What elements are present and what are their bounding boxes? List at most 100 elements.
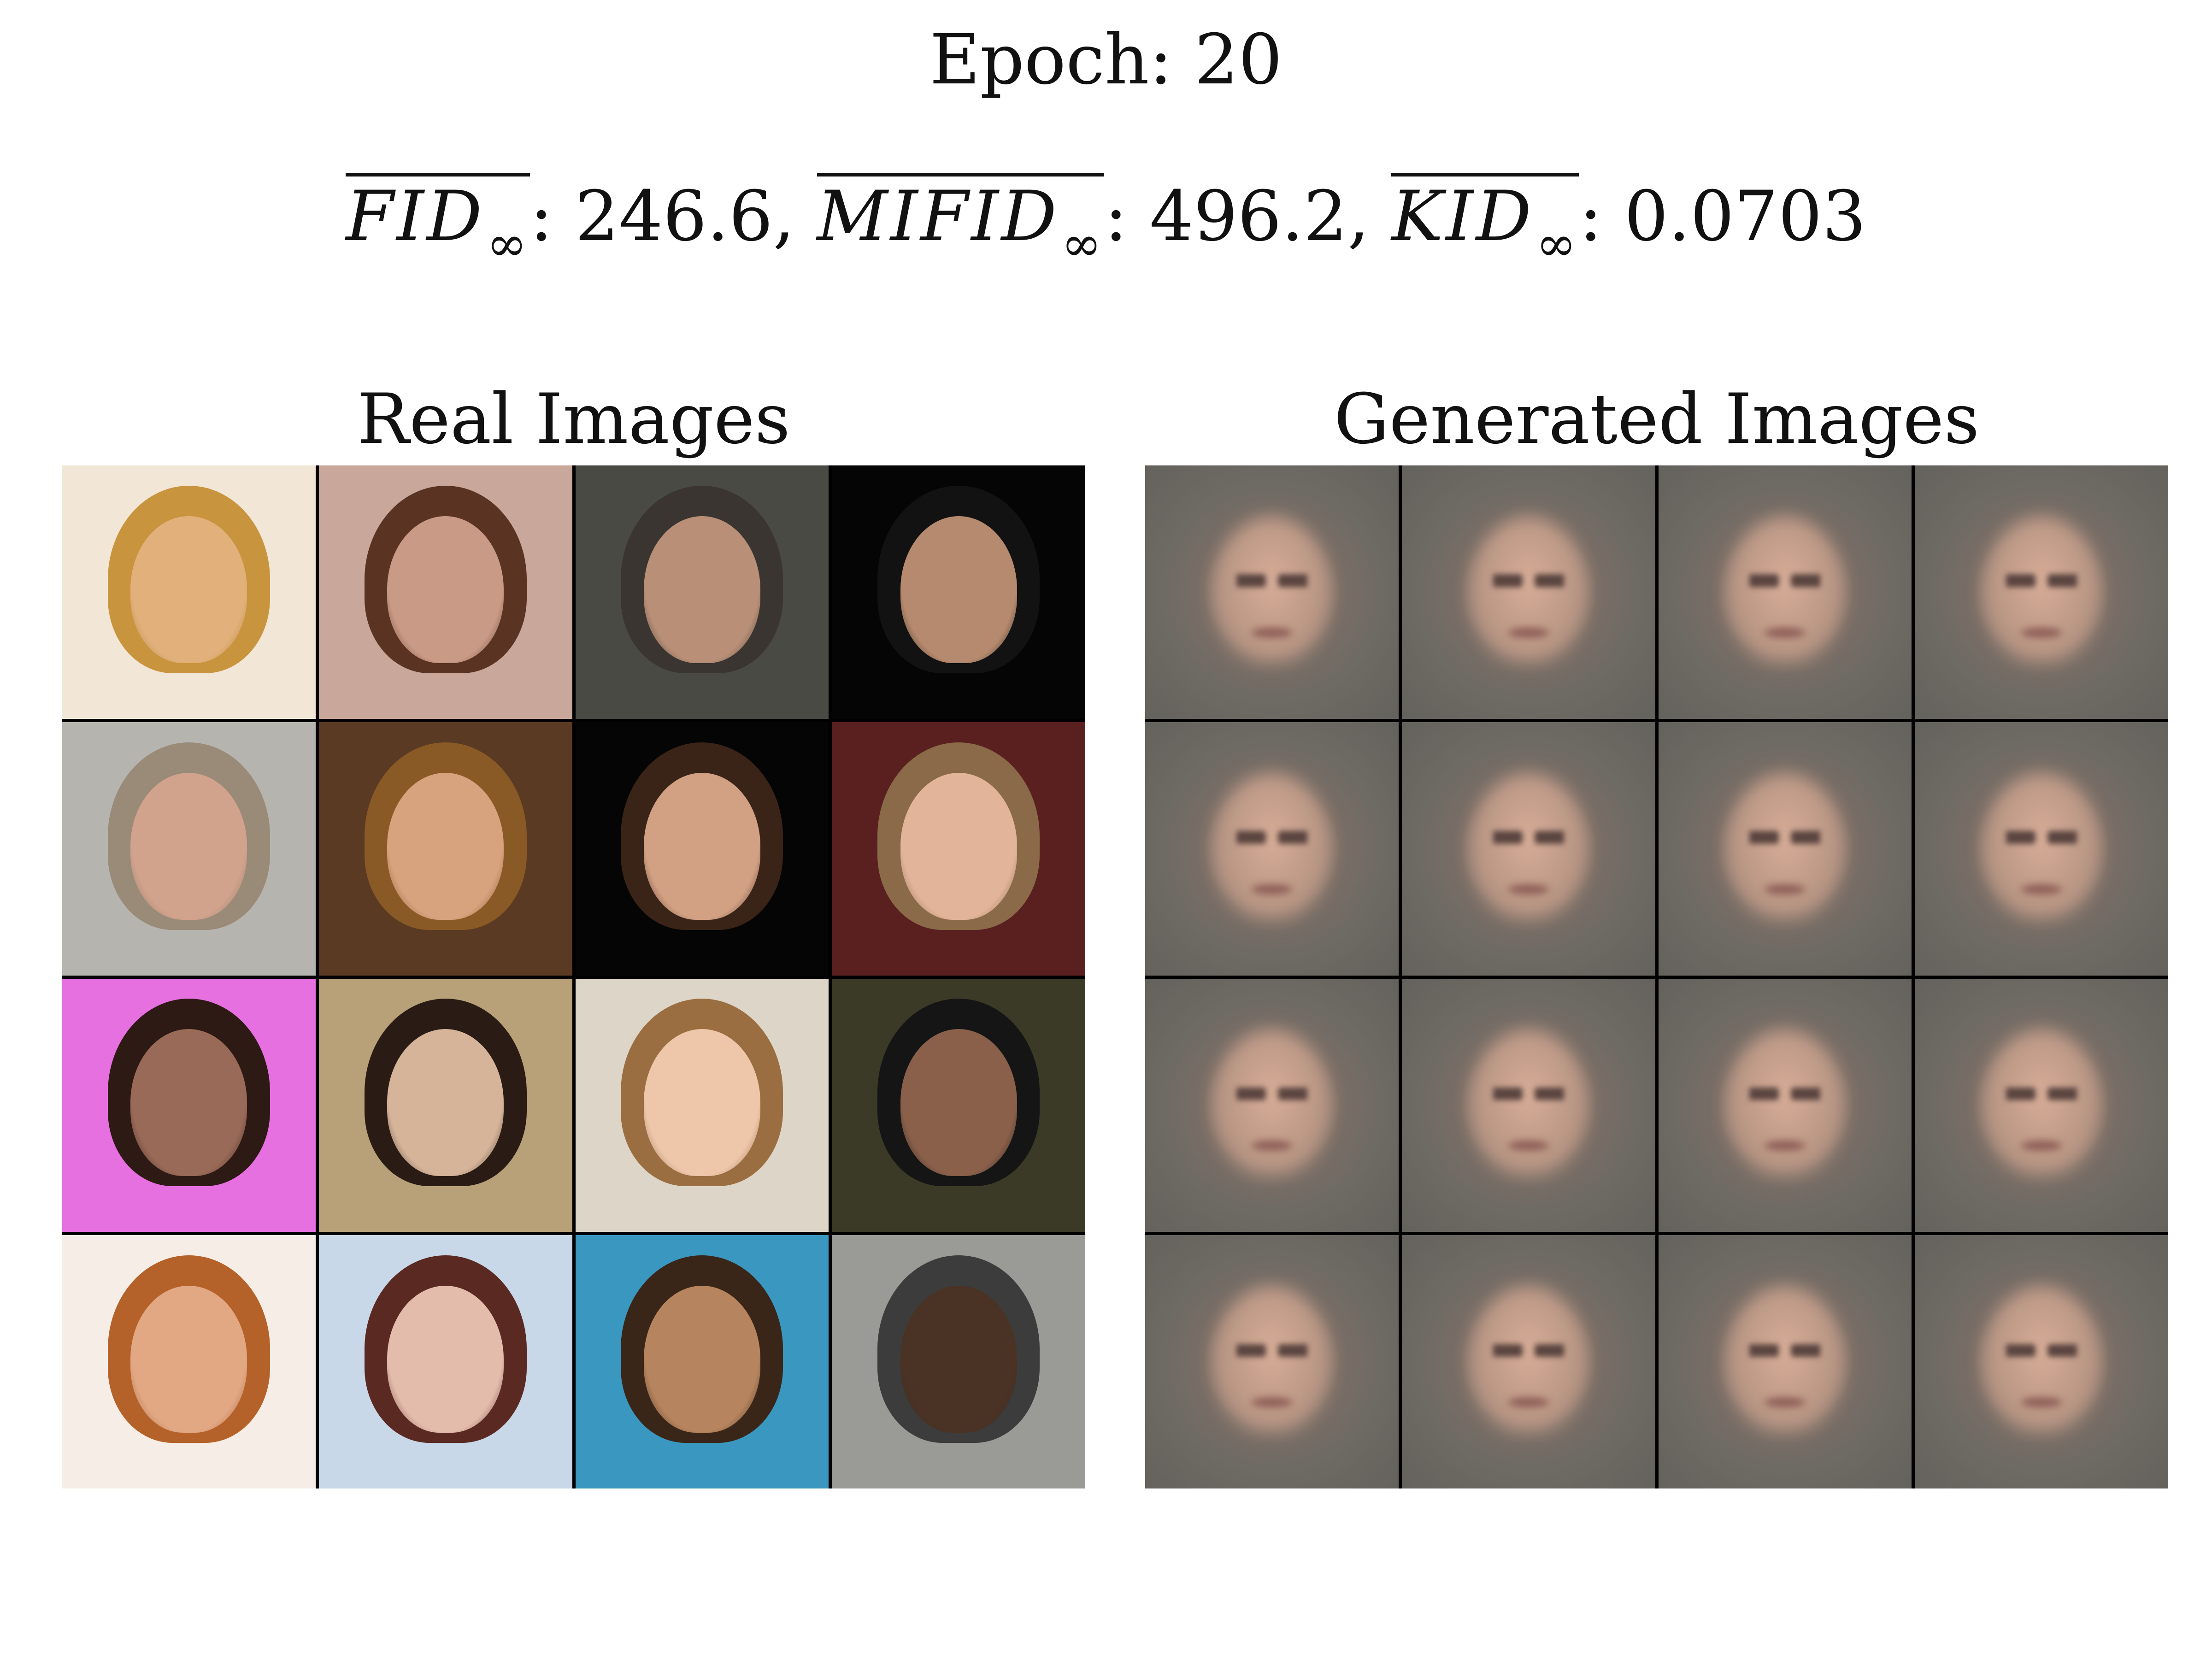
metric-kid-subscript: ∞ xyxy=(1536,216,1579,272)
blurry-face-shape xyxy=(1983,772,2100,920)
generated-image-tile xyxy=(1915,978,2168,1232)
metric-kid: KID∞: 0.0703 xyxy=(1391,173,1866,272)
mouth-shape xyxy=(1508,627,1549,638)
face-shape xyxy=(900,772,1017,920)
real-image-tile xyxy=(62,465,316,719)
mouth-shape xyxy=(2021,627,2062,638)
face-shape xyxy=(130,516,247,663)
metric-mifid-value: 496.2 xyxy=(1149,176,1348,257)
generated-image-tile xyxy=(1658,722,1912,976)
generated-image-tile xyxy=(1915,465,2168,719)
mouth-shape xyxy=(1251,1397,1292,1408)
eyes-shape xyxy=(2006,1344,2077,1357)
real-image-tile xyxy=(62,978,316,1232)
blurry-face-shape xyxy=(1726,772,1843,920)
generated-image-tile xyxy=(1658,978,1912,1232)
mouth-shape xyxy=(2021,1141,2062,1151)
real-image-tile xyxy=(575,465,829,719)
generated-image-tile xyxy=(1145,722,1399,976)
face-shape xyxy=(130,772,247,920)
real-image-tile xyxy=(575,978,829,1232)
face-shape xyxy=(130,1286,247,1433)
face-shape xyxy=(900,1029,1017,1177)
metric-fid-value: 246.6 xyxy=(575,176,773,257)
real-image-tile xyxy=(832,1235,1085,1488)
mouth-shape xyxy=(1508,884,1549,894)
eyes-shape xyxy=(2006,574,2077,587)
generated-image-tile xyxy=(1401,722,1655,976)
metrics-line: FID∞: 246.6, MIFID∞: 496.2, KID∞: 0.0703 xyxy=(0,171,2212,272)
generated-image-tile xyxy=(1145,1235,1399,1488)
eyes-shape xyxy=(1749,831,1821,844)
real-images-title: Real Images xyxy=(357,379,790,459)
face-shape xyxy=(643,772,760,920)
real-image-tile xyxy=(575,1235,829,1488)
eyes-shape xyxy=(1749,574,1821,587)
blurry-face-shape xyxy=(1983,1286,2100,1433)
face-shape xyxy=(643,516,760,663)
real-images-grid xyxy=(62,465,1085,1488)
eyes-shape xyxy=(1236,1344,1307,1357)
generated-images-title: Generated Images xyxy=(1334,379,1980,459)
mouth-shape xyxy=(2021,1397,2062,1408)
real-image-tile xyxy=(832,978,1085,1232)
mouth-shape xyxy=(1765,627,1806,638)
real-image-tile xyxy=(62,722,316,976)
epoch-title: Epoch: 20 xyxy=(930,20,1282,100)
face-shape xyxy=(900,1286,1017,1433)
eyes-shape xyxy=(1236,574,1307,587)
generated-image-tile xyxy=(1145,978,1399,1232)
metric-mifid-name: MIFID xyxy=(817,176,1059,257)
eyes-shape xyxy=(1493,1344,1564,1357)
eyes-shape xyxy=(1493,1087,1564,1100)
metric-fid-subscript: ∞ xyxy=(487,216,530,272)
eyes-shape xyxy=(1749,1087,1821,1100)
blurry-face-shape xyxy=(1470,772,1587,920)
real-image-tile xyxy=(318,722,572,976)
real-image-tile xyxy=(318,465,572,719)
face-shape xyxy=(387,516,504,663)
face-shape xyxy=(643,1029,760,1177)
blurry-face-shape xyxy=(1470,1286,1587,1433)
mouth-shape xyxy=(2021,884,2062,894)
generated-image-tile xyxy=(1915,722,2168,976)
blurry-face-shape xyxy=(1470,516,1587,663)
mouth-shape xyxy=(1251,1141,1292,1151)
face-shape xyxy=(387,1286,504,1433)
blurry-face-shape xyxy=(1213,516,1330,663)
mouth-shape xyxy=(1765,884,1806,894)
eyes-shape xyxy=(2006,831,2077,844)
generated-image-tile xyxy=(1145,465,1399,719)
blurry-face-shape xyxy=(1983,516,2100,663)
real-image-tile xyxy=(318,1235,572,1488)
metric-fid: FID∞: 246.6, xyxy=(346,173,817,272)
blurry-face-shape xyxy=(1213,772,1330,920)
metric-fid-name: FID xyxy=(346,176,485,257)
real-image-tile xyxy=(832,465,1085,719)
blurry-face-shape xyxy=(1726,516,1843,663)
blurry-face-shape xyxy=(1726,1029,1843,1177)
real-image-tile xyxy=(832,722,1085,976)
metric-mifid: MIFID∞: 496.2, xyxy=(817,173,1392,272)
eyes-shape xyxy=(1236,1087,1307,1100)
generated-image-tile xyxy=(1401,978,1655,1232)
face-shape xyxy=(900,516,1017,663)
blurry-face-shape xyxy=(1213,1286,1330,1433)
real-image-tile xyxy=(318,978,572,1232)
metric-mifid-subscript: ∞ xyxy=(1061,216,1105,272)
mouth-shape xyxy=(1508,1397,1549,1408)
face-shape xyxy=(643,1286,760,1433)
eyes-shape xyxy=(1236,831,1307,844)
metric-kid-name: KID xyxy=(1391,176,1535,257)
eyes-shape xyxy=(1493,574,1564,587)
eyes-shape xyxy=(2006,1087,2077,1100)
generated-image-tile xyxy=(1658,1235,1912,1488)
blurry-face-shape xyxy=(1213,1029,1330,1177)
mouth-shape xyxy=(1251,627,1292,638)
mouth-shape xyxy=(1765,1141,1806,1151)
generated-image-tile xyxy=(1658,465,1912,719)
eyes-shape xyxy=(1493,831,1564,844)
mouth-shape xyxy=(1508,1141,1549,1151)
eyes-shape xyxy=(1749,1344,1821,1357)
mouth-shape xyxy=(1765,1397,1806,1408)
